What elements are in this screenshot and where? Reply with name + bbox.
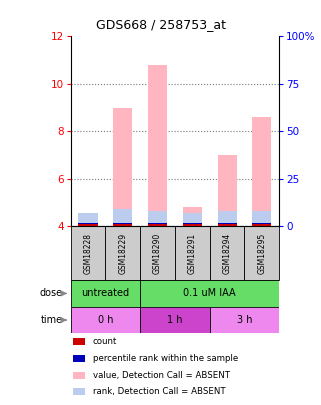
Text: GSM18228: GSM18228	[83, 233, 92, 274]
Bar	[113, 108, 132, 226]
Bar	[78, 218, 98, 226]
Bar	[252, 117, 272, 226]
Bar	[78, 223, 98, 224]
Text: GSM18229: GSM18229	[118, 233, 127, 274]
Text: untreated: untreated	[81, 288, 129, 298]
Bar	[252, 224, 272, 226]
Bar	[73, 388, 85, 395]
Text: 1 h: 1 h	[167, 315, 183, 325]
Bar	[218, 224, 237, 226]
Bar	[245, 226, 279, 280]
Text: value, Detection Call = ABSENT: value, Detection Call = ABSENT	[92, 371, 230, 379]
Bar	[113, 224, 132, 226]
Text: count: count	[92, 337, 117, 346]
Bar	[148, 224, 167, 226]
Bar	[78, 213, 98, 226]
Bar	[71, 280, 140, 307]
Bar	[113, 223, 132, 224]
Bar	[183, 207, 202, 226]
Bar	[148, 65, 167, 226]
Bar	[218, 223, 237, 224]
Bar	[183, 213, 202, 226]
Bar	[71, 226, 105, 280]
Bar	[73, 372, 85, 379]
Bar	[252, 211, 272, 226]
Bar	[210, 307, 279, 333]
Bar	[183, 223, 202, 224]
Bar	[183, 224, 202, 226]
Text: 0.1 uM IAA: 0.1 uM IAA	[183, 288, 236, 298]
Bar	[218, 211, 237, 226]
Text: percentile rank within the sample: percentile rank within the sample	[92, 354, 238, 363]
Bar	[140, 307, 210, 333]
Text: dose: dose	[40, 288, 63, 298]
Bar	[148, 211, 167, 226]
Text: GSM18291: GSM18291	[188, 233, 197, 274]
Bar	[78, 224, 98, 226]
Bar	[105, 226, 140, 280]
Bar	[73, 338, 85, 345]
Text: GSM18294: GSM18294	[222, 232, 232, 274]
Bar	[148, 223, 167, 224]
Bar	[218, 155, 237, 226]
Bar	[71, 307, 140, 333]
Text: GSM18295: GSM18295	[257, 232, 266, 274]
Text: rank, Detection Call = ABSENT: rank, Detection Call = ABSENT	[92, 387, 225, 396]
Bar	[113, 209, 132, 226]
Bar	[140, 280, 279, 307]
Bar	[140, 226, 175, 280]
Text: 0 h: 0 h	[98, 315, 113, 325]
Text: GDS668 / 258753_at: GDS668 / 258753_at	[96, 18, 225, 31]
Text: time: time	[41, 315, 63, 325]
Bar	[73, 355, 85, 362]
Bar	[252, 223, 272, 224]
Bar	[210, 226, 245, 280]
Bar	[175, 226, 210, 280]
Text: GSM18290: GSM18290	[153, 232, 162, 274]
Text: 3 h: 3 h	[237, 315, 252, 325]
